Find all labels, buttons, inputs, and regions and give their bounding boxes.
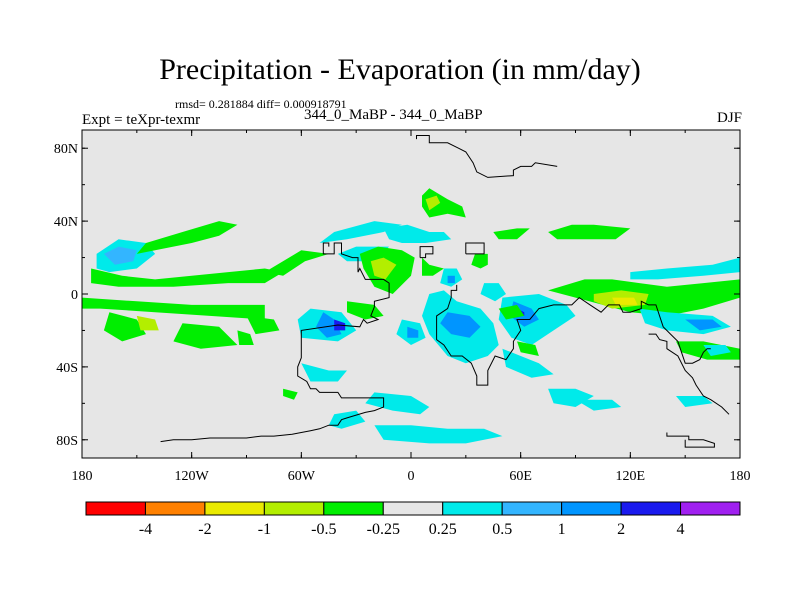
x-tick-label: 120W: [175, 469, 210, 484]
colorbar-box: [561, 501, 622, 516]
y-tick-label: 80N: [54, 142, 78, 157]
colorbar-label: -2: [198, 521, 211, 538]
contour-region-43: [685, 319, 722, 331]
contour-region-10: [173, 323, 238, 349]
contour-region-3: [136, 221, 238, 254]
contour-region-41: [630, 257, 740, 280]
contour-region-19: [422, 188, 466, 218]
contour-region-27: [480, 283, 506, 302]
coastline-5: [648, 333, 730, 415]
colorbar-label: -1: [258, 521, 271, 538]
contour-region-8: [103, 312, 146, 342]
experiment-label: Expt = teXpr-texmr: [82, 112, 201, 128]
y-tick-label: 80S: [56, 434, 78, 449]
colorbar-label: 0.5: [492, 521, 512, 538]
contour-region-26: [447, 275, 455, 284]
contour-region-23: [548, 224, 631, 240]
colorbar-label: -4: [139, 521, 152, 538]
colorbar-box: [501, 501, 563, 516]
x-tick-label: 0: [408, 469, 415, 484]
colorbar-label: 1: [558, 521, 566, 538]
contour-region-22: [383, 224, 452, 243]
stats-line: rmsd= 0.281884 diff= 0.000918791: [175, 97, 347, 111]
contour-region-45: [703, 345, 731, 356]
contour-region-21: [493, 228, 530, 240]
contour-region-7: [82, 297, 265, 320]
colorbar-label: 2: [617, 521, 625, 538]
contour-region-13: [316, 312, 342, 338]
colorbar-box: [382, 501, 444, 516]
contour-region-53: [237, 330, 254, 345]
contour-region-29: [440, 312, 481, 338]
latitude-axis: 80N 40N 0 40S 80S: [54, 142, 740, 449]
contour-region-37: [517, 341, 539, 356]
contour-region-1: [103, 246, 137, 265]
y-tick-label: 40N: [54, 215, 78, 230]
contour-region-49: [374, 425, 503, 444]
contour-region-54: [283, 388, 298, 400]
contour-region-40: [612, 297, 638, 305]
contour-region-9: [136, 315, 159, 331]
contour-region-5: [319, 221, 402, 243]
colorbar-box: [85, 501, 146, 516]
colorbar-label: 4: [677, 521, 685, 538]
contour-region-24: [471, 253, 488, 269]
coastline-6: [666, 432, 715, 448]
contour-region-46: [301, 363, 347, 382]
contour-region-2: [91, 268, 284, 287]
contour-region-35: [498, 304, 525, 320]
coastline-2: [419, 246, 434, 259]
colorbar-box: [204, 501, 265, 516]
colorbar-label: -0.5: [311, 521, 336, 538]
coastlines: [160, 135, 730, 448]
colorbar-box: [144, 501, 206, 516]
contour-fills: [82, 188, 740, 444]
plot-title: Precipitation - Evaporation (in mm/day): [159, 53, 641, 86]
coastline-4: [436, 284, 711, 386]
y-tick-label: 0: [71, 288, 78, 303]
coastline-1: [160, 242, 390, 443]
coastline-0: [416, 135, 558, 178]
coastline-3: [465, 242, 485, 255]
contour-region-11: [246, 315, 280, 335]
x-tick-label: 120E: [616, 469, 646, 484]
x-tick-label: 60E: [509, 469, 532, 484]
case-label: 344_0_MaBP - 344_0_MaBP: [304, 107, 483, 123]
contour-region-31: [407, 326, 419, 338]
colorbar-box: [442, 501, 503, 516]
colorbar-box: [620, 501, 682, 516]
colorbar-box: [263, 501, 325, 516]
y-tick-label: 40S: [56, 361, 78, 376]
season-label: DJF: [716, 110, 742, 126]
colorbar-label: 0.25: [429, 521, 457, 538]
contour-region-36: [502, 348, 554, 378]
colorbar-label: -0.25: [367, 521, 400, 538]
x-tick-label: 180: [72, 469, 93, 484]
contour-region-20: [425, 195, 441, 211]
contour-region-18: [422, 257, 444, 276]
contour-region-4: [264, 250, 329, 276]
colorbar: -4 -2 -1 -0.5 -0.25 0.25 0.5 1 2 4: [85, 501, 741, 538]
contour-region-52: [676, 396, 713, 407]
colorbar-box: [680, 501, 741, 516]
x-tick-label: 180: [730, 469, 751, 484]
contour-region-17: [370, 257, 397, 280]
x-tick-label: 60W: [288, 469, 316, 484]
colorbar-box: [323, 501, 384, 516]
contour-region-51: [575, 399, 622, 411]
longitude-axis: 180 120W 60W 0 60E 120E 180: [72, 130, 751, 484]
